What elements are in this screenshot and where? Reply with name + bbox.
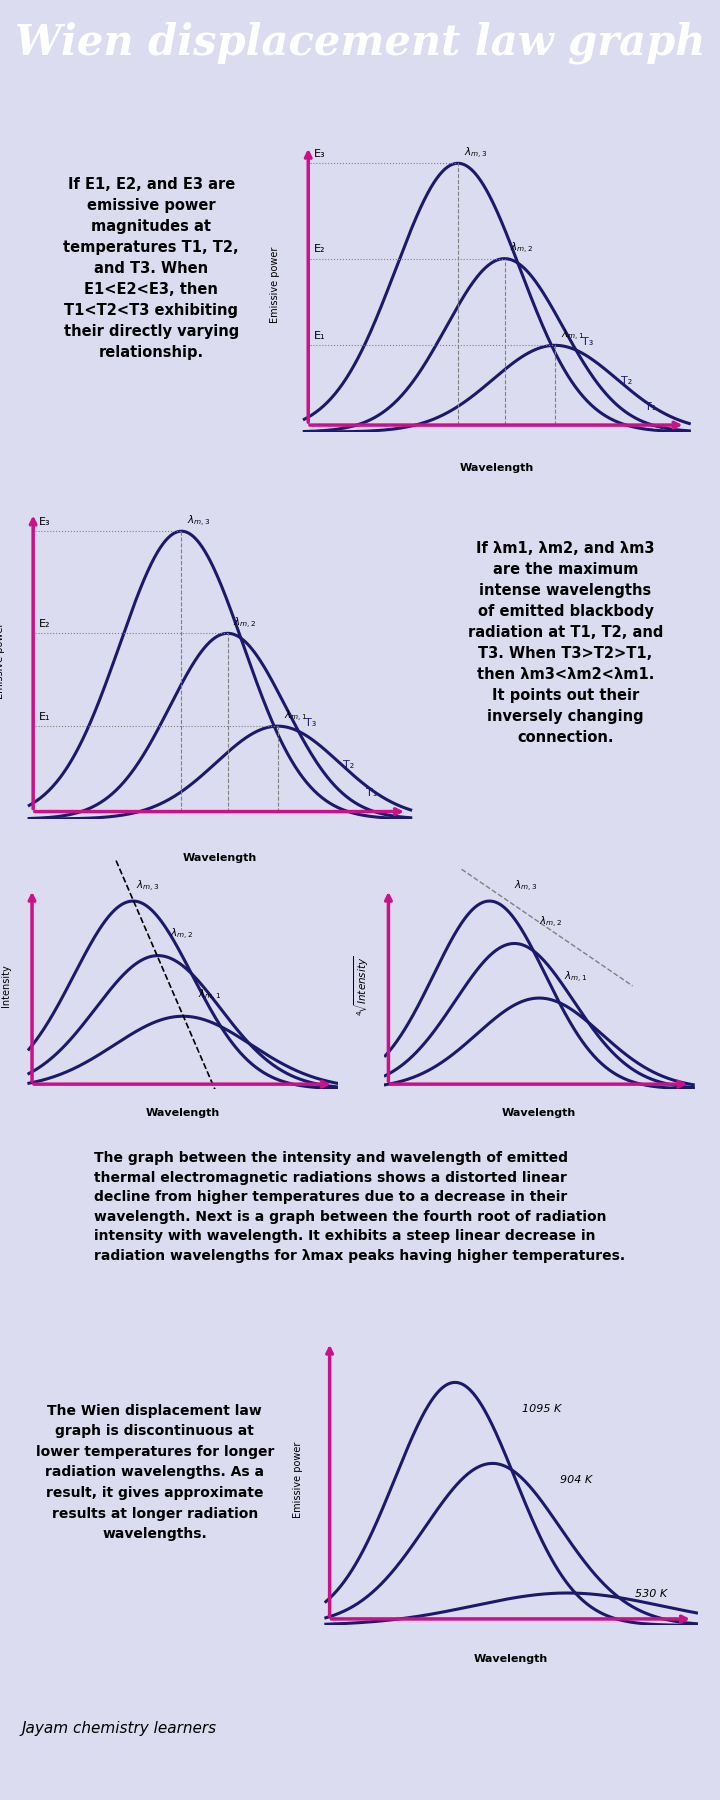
Text: Emissive power: Emissive power (270, 247, 280, 322)
Text: Wavelength: Wavelength (183, 853, 257, 862)
Text: T₃: T₃ (305, 718, 316, 729)
Text: If λm1, λm2, and λm3
are the maximum
intense wavelengths
of emitted blackbody
ra: If λm1, λm2, and λm3 are the maximum int… (468, 540, 663, 745)
Text: The graph between the intensity and wavelength of emitted
thermal electromagneti: The graph between the intensity and wave… (94, 1152, 626, 1262)
Text: $\lambda_{m,3}$: $\lambda_{m,3}$ (464, 146, 487, 162)
Text: Jayam chemistry learners: Jayam chemistry learners (22, 1721, 217, 1735)
Text: $\lambda_{m,2}$: $\lambda_{m,2}$ (171, 927, 194, 941)
Text: T₂: T₂ (621, 376, 632, 387)
Text: Wavelength: Wavelength (502, 1109, 577, 1118)
Text: E₃: E₃ (39, 517, 50, 527)
Text: T₁: T₁ (644, 403, 656, 412)
Text: $\lambda_{m,3}$: $\lambda_{m,3}$ (514, 878, 538, 895)
Text: Intensity: Intensity (1, 965, 11, 1008)
Text: E₃: E₃ (314, 149, 325, 158)
Text: 530 K: 530 K (635, 1589, 667, 1598)
Text: Wavelength: Wavelength (474, 1654, 549, 1663)
Text: The Wien displacement law
graph is discontinuous at
lower temperatures for longe: The Wien displacement law graph is disco… (35, 1404, 274, 1541)
Text: E₂: E₂ (39, 619, 50, 628)
Text: Wavelength: Wavelength (459, 463, 534, 473)
Text: E₁: E₁ (39, 711, 50, 722)
Text: Emissive power: Emissive power (293, 1442, 303, 1517)
Text: $\lambda_{m,2}$: $\lambda_{m,2}$ (233, 616, 256, 630)
Text: $\lambda_{m,3}$: $\lambda_{m,3}$ (187, 513, 211, 529)
Text: $\lambda_{m,1}$: $\lambda_{m,1}$ (564, 970, 588, 985)
Text: T₂: T₂ (343, 760, 354, 770)
Text: $\lambda_{m,1}$: $\lambda_{m,1}$ (284, 709, 307, 724)
Text: 904 K: 904 K (560, 1474, 592, 1485)
Text: $\lambda_{m,2}$: $\lambda_{m,2}$ (539, 914, 562, 931)
Text: Wien displacement law graph: Wien displacement law graph (14, 22, 706, 65)
Text: E₁: E₁ (314, 331, 325, 340)
Text: 1095 K: 1095 K (523, 1404, 562, 1413)
Text: $\lambda_{m,1}$: $\lambda_{m,1}$ (199, 988, 222, 1003)
Text: If E1, E2, and E3 are
emissive power
magnitudes at
temperatures T1, T2,
and T3. : If E1, E2, and E3 are emissive power mag… (63, 176, 239, 360)
Text: $\lambda_{m,3}$: $\lambda_{m,3}$ (136, 878, 160, 895)
Text: $\lambda_{m,1}$: $\lambda_{m,1}$ (561, 328, 585, 344)
Text: Emissive power: Emissive power (0, 623, 5, 700)
Text: E₂: E₂ (314, 245, 325, 254)
Text: Wavelength: Wavelength (145, 1109, 220, 1118)
Text: $^4\!\sqrt{Intensity}$: $^4\!\sqrt{Intensity}$ (353, 956, 372, 1017)
Text: T₃: T₃ (582, 337, 594, 347)
Text: T₁: T₁ (366, 788, 377, 797)
Text: $\lambda_{m,2}$: $\lambda_{m,2}$ (510, 241, 534, 256)
